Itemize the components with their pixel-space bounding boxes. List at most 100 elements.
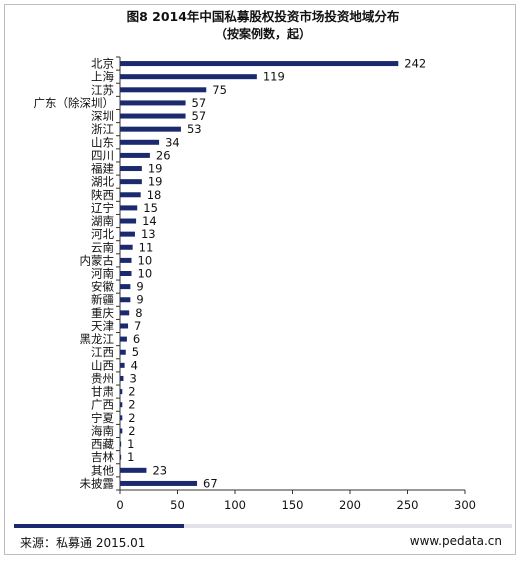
data-label: 10 [138,267,153,281]
bar [120,257,132,263]
data-label: 11 [139,240,154,254]
bar [120,454,122,460]
data-label: 119 [263,70,285,84]
category-label: 辽宁 [91,201,114,215]
bar [120,231,135,237]
data-label: 3 [129,371,136,385]
data-label: 2 [128,385,135,399]
bar [120,375,124,381]
data-label: 13 [141,227,156,241]
category-label: 陕西 [91,188,114,202]
data-label: 53 [187,122,202,136]
bar [120,205,138,211]
category-label: 深圳 [91,109,114,123]
category-label: 云南 [91,240,114,254]
category-label: 上海 [91,70,114,84]
category-label: 其他 [91,463,114,477]
data-label: 9 [136,280,143,294]
bar [120,389,123,395]
category-label: 江西 [91,345,114,359]
category-label: 贵州 [91,371,114,385]
category-label: 安徽 [91,280,114,294]
data-label: 1 [127,450,134,464]
data-label: 15 [143,201,158,215]
x-tick-label: 0 [116,498,123,512]
data-label: 19 [148,162,163,176]
bar [120,100,186,106]
data-label: 75 [212,83,227,97]
bar [120,179,142,185]
data-label: 1 [127,437,134,451]
x-tick-label: 150 [282,498,304,512]
x-tick-label: 250 [397,498,419,512]
category-label: 未披露 [80,476,115,490]
category-label: 湖南 [91,214,114,228]
bar [120,87,207,93]
data-label: 8 [135,306,142,320]
category-label: 山西 [91,358,114,372]
category-label: 黑龙江 [80,332,115,346]
category-label: 宁夏 [91,411,114,425]
bar [120,192,141,198]
bar [120,297,131,303]
data-label: 34 [165,135,180,149]
bar [120,415,123,421]
category-label: 山东 [91,135,114,149]
category-label: 四川 [91,148,114,162]
footer-divider [14,524,512,528]
category-label: 湖北 [91,175,114,189]
data-label: 2 [128,398,135,412]
category-label: 河南 [91,267,114,281]
x-tick-label: 50 [170,498,185,512]
data-label: 2 [128,411,135,425]
category-label: 江苏 [91,83,114,97]
chart-frame [4,4,516,555]
category-label: 福建 [91,162,114,176]
bar [120,467,147,473]
data-label: 14 [142,214,157,228]
category-label: 广西 [91,398,114,412]
footer-divider-accent [14,524,184,528]
bar [120,61,399,67]
data-label: 4 [131,358,138,372]
bar [120,402,123,408]
data-label: 67 [203,476,218,490]
bar [120,480,198,486]
bar [120,113,186,119]
data-label: 2 [128,424,135,438]
bar [120,271,132,276]
data-label: 6 [133,332,140,346]
category-label: 重庆 [91,306,114,320]
bar [120,310,130,316]
category-label: 天津 [91,319,114,333]
bar [120,362,125,368]
bar [120,126,181,132]
data-label: 18 [147,188,162,202]
chart-title: 图8 2014年中国私募股权投资市场投资地域分布 [126,9,400,24]
data-label: 23 [152,463,167,477]
category-label: 甘肃 [91,385,114,399]
category-label: 广东（除深圳） [34,96,115,110]
category-label: 新疆 [91,293,114,307]
x-tick-label: 200 [339,498,361,512]
data-label: 9 [136,293,143,307]
category-label: 吉林 [91,450,114,464]
bar [120,349,126,355]
data-label: 57 [192,109,207,123]
bar [120,152,150,158]
chart-subtitle: （按案例数，起） [214,27,311,41]
data-label: 26 [156,148,171,162]
bar [120,74,257,80]
category-label: 西藏 [91,437,114,451]
bar [120,166,142,172]
data-label: 242 [404,57,426,71]
bar [120,244,133,250]
x-tick-label: 100 [224,498,246,512]
bar [120,441,122,447]
category-label: 海南 [91,424,114,438]
source-note: 来源：私募通 2015.01 [20,536,146,550]
source-website: www.pedata.cn [409,534,502,548]
bar [120,428,123,434]
category-label: 内蒙古 [80,253,115,267]
